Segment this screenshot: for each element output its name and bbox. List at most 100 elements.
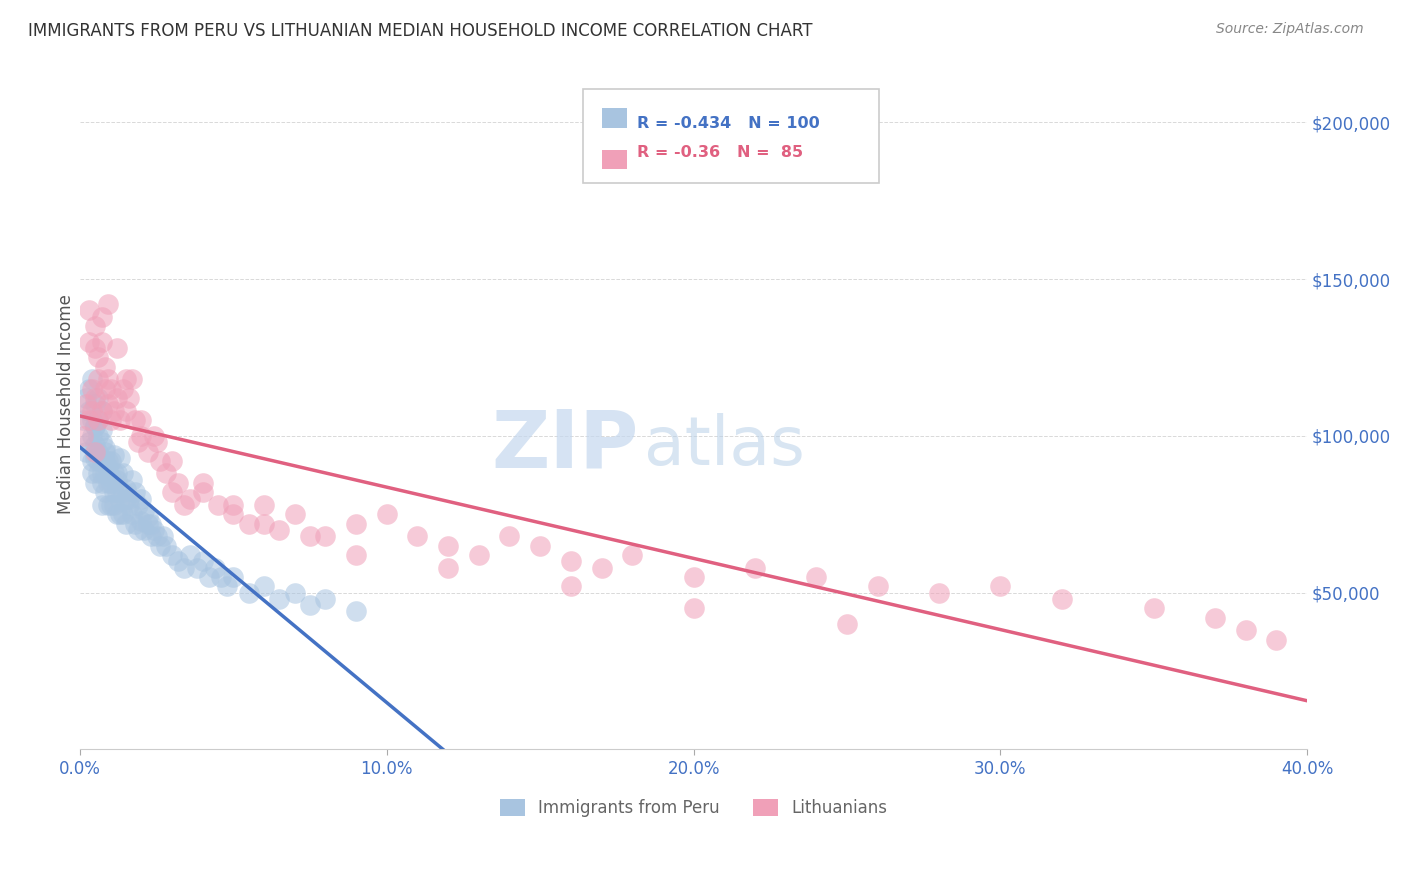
Point: [344, 548, 367, 562]
Text: Source: ZipAtlas.com: Source: ZipAtlas.com: [1216, 22, 1364, 37]
Point: [173, 560, 195, 574]
Point: [284, 585, 307, 599]
Point: [82, 382, 104, 396]
Point: [97, 460, 120, 475]
Point: [560, 554, 582, 568]
Point: [124, 413, 146, 427]
Point: [118, 491, 141, 506]
Point: [160, 485, 183, 500]
Point: [115, 516, 138, 531]
Point: [103, 485, 125, 500]
Point: [97, 454, 120, 468]
Point: [115, 482, 138, 496]
Point: [87, 372, 110, 386]
Point: [744, 560, 766, 574]
Point: [118, 391, 141, 405]
Point: [72, 413, 94, 427]
Point: [100, 454, 122, 468]
Point: [160, 548, 183, 562]
Point: [222, 498, 245, 512]
Point: [284, 507, 307, 521]
Point: [87, 444, 110, 458]
Point: [139, 516, 162, 531]
Point: [100, 413, 122, 427]
Point: [84, 391, 107, 405]
Point: [105, 473, 128, 487]
Point: [115, 404, 138, 418]
Y-axis label: Median Household Income: Median Household Income: [58, 294, 75, 515]
Point: [105, 391, 128, 405]
Point: [93, 467, 115, 481]
Point: [621, 548, 644, 562]
Point: [84, 450, 107, 465]
Point: [136, 510, 159, 524]
Point: [105, 507, 128, 521]
Point: [155, 467, 177, 481]
Point: [84, 419, 107, 434]
Point: [1234, 624, 1257, 638]
Point: [131, 514, 153, 528]
Point: [105, 341, 128, 355]
Point: [97, 372, 120, 386]
Point: [108, 491, 131, 506]
Point: [100, 498, 122, 512]
Point: [115, 372, 138, 386]
Point: [87, 351, 110, 365]
Point: [121, 473, 143, 487]
Point: [103, 467, 125, 481]
Point: [149, 539, 172, 553]
Point: [84, 475, 107, 490]
Legend: Immigrants from Peru, Lithuanians: Immigrants from Peru, Lithuanians: [494, 792, 894, 824]
Point: [344, 516, 367, 531]
Point: [167, 554, 190, 568]
Point: [75, 397, 97, 411]
Point: [198, 570, 221, 584]
Point: [103, 404, 125, 418]
Point: [100, 382, 122, 396]
Point: [90, 404, 112, 418]
Point: [100, 469, 122, 483]
Point: [93, 454, 115, 468]
Point: [105, 485, 128, 500]
Point: [90, 475, 112, 490]
Point: [87, 467, 110, 481]
Point: [155, 539, 177, 553]
Point: [222, 570, 245, 584]
Point: [82, 429, 104, 443]
Point: [145, 435, 167, 450]
Point: [1204, 610, 1226, 624]
Point: [437, 539, 460, 553]
Point: [105, 467, 128, 481]
Point: [77, 303, 100, 318]
Point: [118, 498, 141, 512]
Point: [108, 413, 131, 427]
Point: [82, 454, 104, 468]
Point: [269, 523, 291, 537]
Point: [75, 391, 97, 405]
Point: [111, 382, 134, 396]
Point: [928, 585, 950, 599]
Point: [127, 498, 149, 512]
Point: [97, 498, 120, 512]
Point: [87, 391, 110, 405]
Point: [437, 560, 460, 574]
Point: [97, 297, 120, 311]
Point: [82, 372, 104, 386]
Text: IMMIGRANTS FROM PERU VS LITHUANIAN MEDIAN HOUSEHOLD INCOME CORRELATION CHART: IMMIGRANTS FROM PERU VS LITHUANIAN MEDIA…: [28, 22, 813, 40]
Point: [314, 529, 336, 543]
Point: [87, 454, 110, 468]
Point: [84, 397, 107, 411]
Point: [167, 475, 190, 490]
Point: [77, 382, 100, 396]
Point: [84, 438, 107, 452]
Point: [87, 429, 110, 443]
Point: [72, 429, 94, 443]
Point: [375, 507, 398, 521]
Point: [127, 523, 149, 537]
Text: R = -0.36   N =  85: R = -0.36 N = 85: [637, 145, 803, 160]
Point: [90, 454, 112, 468]
Point: [103, 498, 125, 512]
Point: [90, 334, 112, 349]
Point: [90, 435, 112, 450]
Text: atlas: atlas: [644, 413, 806, 479]
